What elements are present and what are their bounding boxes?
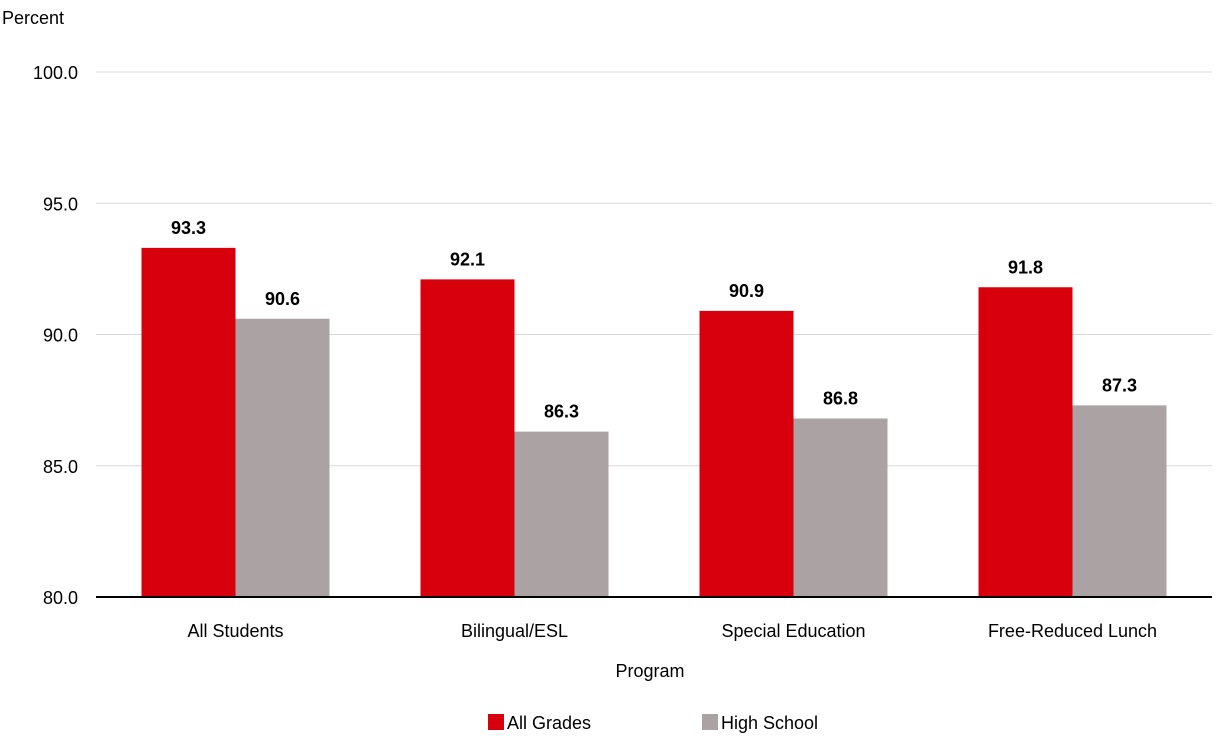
bar	[978, 287, 1073, 597]
bar	[235, 318, 330, 597]
legend-label: All Grades	[507, 713, 591, 733]
y-tick-label: 80.0	[43, 588, 78, 608]
data-label: 92.1	[450, 249, 485, 269]
x-axis-categories: All Students Bilingual/ESL Special Educati…	[187, 621, 1157, 641]
data-label: 91.8	[1008, 257, 1043, 277]
y-tick-label: 95.0	[43, 194, 78, 214]
data-label: 90.6	[265, 289, 300, 309]
data-label: 86.8	[823, 389, 858, 409]
bars	[141, 247, 1167, 597]
y-axis-ticks: 80.0 85.0 90.0 95.0 100.0	[33, 63, 78, 608]
legend: All Grades High School	[488, 713, 818, 733]
x-category-label: Free-Reduced Lunch	[988, 621, 1157, 641]
x-category-label: Special Education	[721, 621, 865, 641]
y-tick-label: 90.0	[43, 326, 78, 346]
y-axis-title: Percent	[2, 8, 64, 28]
data-label: 86.3	[544, 402, 579, 422]
bar	[793, 418, 888, 597]
data-labels: 93.3 90.6 92.1 86.3 90.9 86.8 91.8 87.3	[171, 218, 1137, 422]
data-label: 90.9	[729, 281, 764, 301]
y-tick-label: 100.0	[33, 63, 78, 83]
legend-swatch	[702, 714, 718, 730]
data-label: 87.3	[1102, 375, 1137, 395]
bar	[699, 310, 794, 597]
bar	[141, 247, 236, 597]
legend-swatch	[488, 714, 504, 730]
bar	[420, 279, 515, 597]
legend-label: High School	[721, 713, 818, 733]
y-tick-label: 85.0	[43, 457, 78, 477]
bar	[514, 431, 609, 597]
data-label: 93.3	[171, 218, 206, 238]
x-category-label: Bilingual/ESL	[461, 621, 568, 641]
x-category-label: All Students	[187, 621, 283, 641]
x-axis-title: Program	[615, 661, 684, 681]
bar	[1072, 405, 1167, 597]
